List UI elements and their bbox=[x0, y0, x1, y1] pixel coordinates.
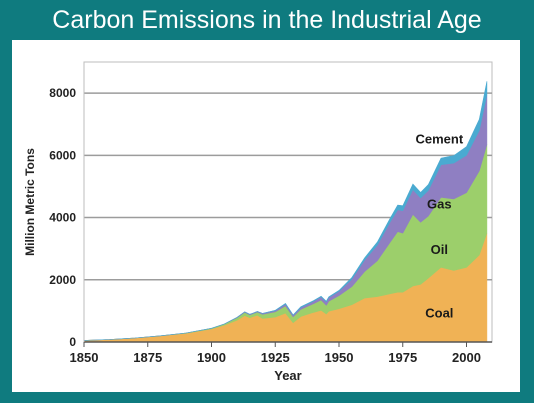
x-tick-label: 2000 bbox=[452, 350, 481, 365]
series-label-gas: Gas bbox=[427, 197, 452, 212]
y-tick-label: 4000 bbox=[49, 211, 76, 225]
series-labels: Coal Oil Gas Cement bbox=[416, 131, 464, 320]
x-tick-label: 1850 bbox=[70, 350, 99, 365]
y-tick-label: 8000 bbox=[49, 86, 76, 100]
x-tick-labels: 1850 1875 1900 1925 1950 1975 2000 bbox=[70, 342, 481, 365]
y-tick-label: 2000 bbox=[49, 273, 76, 287]
y-axis-label: Million Metric Tons bbox=[23, 148, 37, 256]
y-tick-label: 0 bbox=[69, 335, 76, 349]
y-tick-label: 6000 bbox=[49, 148, 76, 162]
x-tick-label: 1975 bbox=[388, 350, 417, 365]
series-areas bbox=[83, 81, 488, 343]
x-tick-label: 1875 bbox=[133, 350, 162, 365]
x-tick-label: 1925 bbox=[261, 350, 290, 365]
chart-panel: 0 2000 4000 6000 8000 1850 1875 1900 1925 1950 19… bbox=[12, 40, 520, 392]
axes bbox=[83, 62, 492, 343]
slide-title: Carbon Emissions in the Industrial Age bbox=[52, 6, 482, 34]
series-label-cement: Cement bbox=[416, 131, 464, 146]
area-cement bbox=[83, 81, 488, 341]
series-label-coal: Coal bbox=[425, 305, 453, 320]
y-tick-labels: 0 2000 4000 6000 8000 bbox=[49, 86, 76, 349]
series-label-oil: Oil bbox=[431, 242, 448, 257]
x-axis-label: Year bbox=[274, 368, 301, 383]
x-tick-label: 1900 bbox=[197, 350, 226, 365]
stacked-area-chart: 0 2000 4000 6000 8000 1850 1875 1900 1925 1950 19… bbox=[23, 61, 493, 383]
x-tick-label: 1950 bbox=[325, 350, 354, 365]
